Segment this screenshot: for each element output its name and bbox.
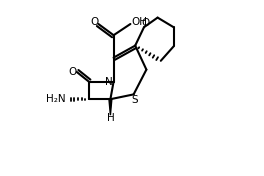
Text: N: N — [105, 77, 113, 87]
Text: OH: OH — [131, 17, 147, 27]
Text: O: O — [90, 17, 98, 27]
Text: O: O — [142, 18, 150, 28]
Text: O: O — [68, 67, 76, 77]
Text: H₂N: H₂N — [46, 94, 66, 104]
Polygon shape — [109, 99, 112, 115]
Text: S: S — [131, 95, 138, 105]
Text: H: H — [107, 113, 114, 123]
